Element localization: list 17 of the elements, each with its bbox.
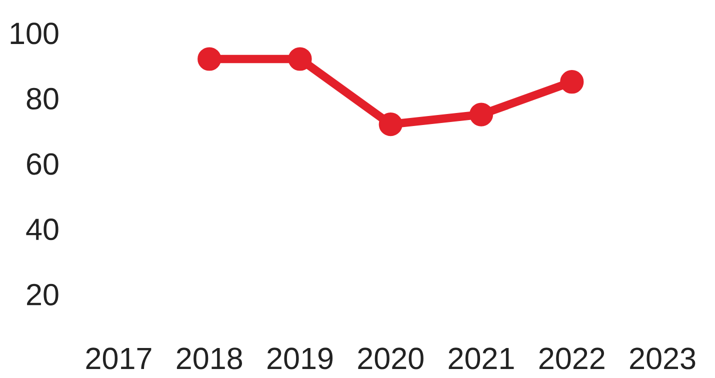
point: [469, 102, 494, 126]
point: [198, 47, 222, 71]
y-tick-label: 40: [26, 218, 58, 240]
x-tick-label: 2018: [176, 348, 242, 370]
x-tick-label: 2021: [448, 348, 514, 370]
point: [288, 47, 312, 71]
x-tick-label: 2019: [268, 348, 333, 370]
y-tick-label: 20: [27, 284, 58, 306]
point: [378, 112, 402, 136]
point: [560, 70, 584, 94]
x-tick-label: 2020: [358, 348, 424, 370]
x-tick-label: 2022: [539, 348, 604, 370]
y-tick-label: 80: [26, 88, 58, 110]
x-tick-label: 2023: [630, 348, 696, 370]
x-tick-label: 2017: [86, 348, 152, 370]
y-tick-label: 60: [27, 153, 58, 175]
y-tick-label: 100: [10, 22, 58, 44]
